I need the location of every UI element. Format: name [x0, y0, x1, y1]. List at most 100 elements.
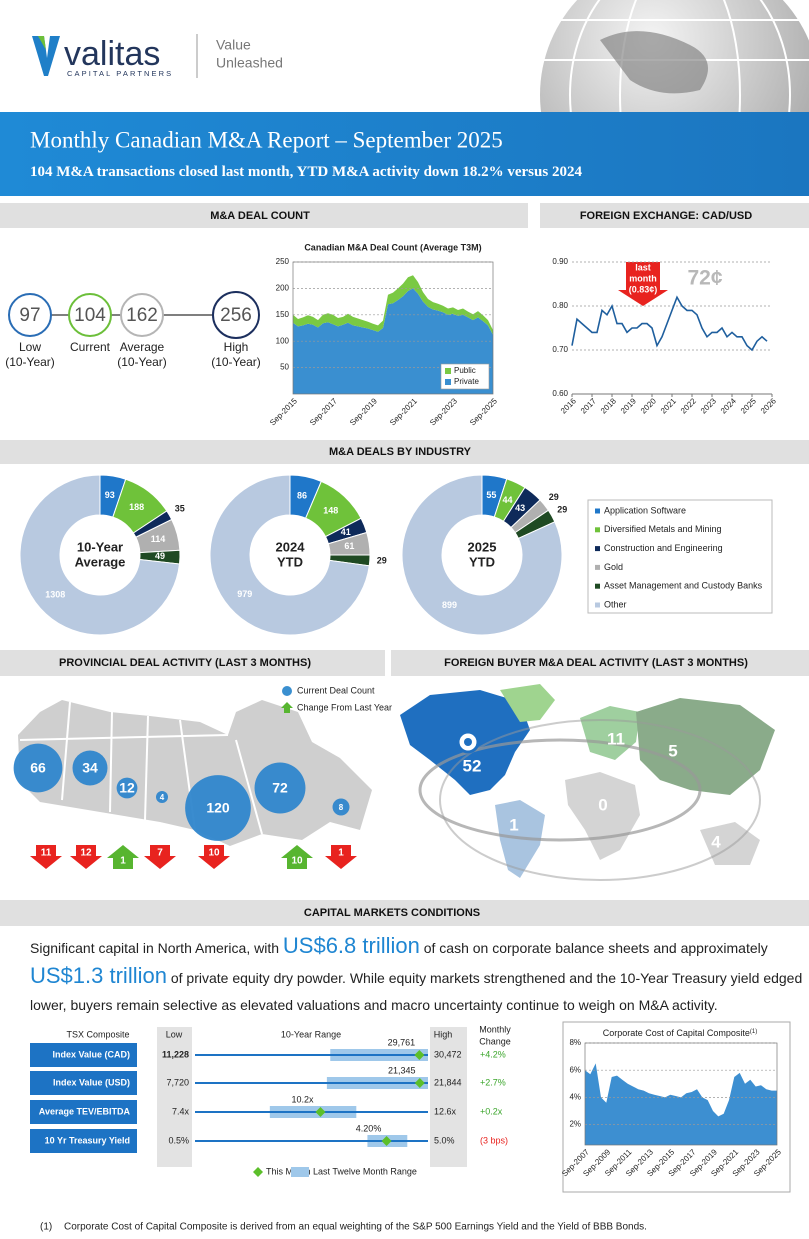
- stat-label: Current: [70, 340, 111, 354]
- legend-swatch: [445, 379, 451, 385]
- x-tick-label: 2020: [639, 396, 658, 415]
- region-count: 11: [607, 729, 625, 748]
- region-count: 0: [598, 795, 607, 814]
- donut-slice: [209, 474, 370, 636]
- legend-box: [587, 499, 773, 614]
- legend-swatch: [595, 546, 600, 552]
- change-label: 1: [338, 848, 344, 859]
- legend-label: Current Deal Count: [297, 685, 375, 695]
- low-value: 7.4x: [172, 1106, 190, 1116]
- current-value: 29,761: [388, 1037, 416, 1047]
- slice-label: 44: [503, 495, 513, 505]
- paragraph-text: Significant capital in North America, wi…: [30, 940, 283, 956]
- donut-center: Average: [75, 554, 126, 569]
- bubble-label: 72: [272, 780, 288, 796]
- deal-bubble: [254, 762, 306, 814]
- current-value: 10.2x: [291, 1094, 314, 1104]
- legend-label: Asset Management and Custody Banks: [604, 581, 763, 591]
- stat-value: 97: [19, 305, 40, 326]
- x-tick-label: Sep-2023: [428, 396, 459, 427]
- banner: [0, 112, 809, 196]
- legend-swatch: [595, 527, 600, 533]
- slice-label: 93: [105, 490, 115, 500]
- row-label-bg: [30, 1129, 137, 1153]
- y-tick-label: 0.80: [552, 301, 568, 310]
- change-value: +2.7%: [480, 1077, 506, 1087]
- x-tick-label: 2022: [679, 396, 698, 415]
- section-heading: M&A DEAL COUNT: [210, 210, 310, 222]
- slice-label: 148: [323, 505, 338, 515]
- slice-label: 899: [442, 600, 457, 610]
- row-label: 10 Yr Treasury Yield: [45, 1135, 130, 1145]
- legend-swatch: [595, 564, 600, 570]
- deal-bubble: [185, 775, 251, 841]
- section-heading: CAPITAL MARKETS CONDITIONS: [304, 907, 480, 919]
- legend-label: Diversified Metals and Mining: [604, 524, 722, 534]
- donut-slice: [19, 474, 181, 636]
- stat-label: High: [224, 340, 249, 354]
- legend-label: Private: [454, 377, 479, 386]
- chart-title-note: (1): [750, 1029, 757, 1035]
- stat-value: 256: [220, 305, 252, 326]
- down-arrow: [70, 845, 102, 869]
- y-tick-label: 8%: [569, 1038, 581, 1047]
- y-tick-label: 0.90: [552, 257, 568, 266]
- heading-bar: [540, 203, 809, 228]
- tagline: Value: [216, 37, 251, 53]
- title: Monthly Canadian M&A Report – September …: [30, 127, 503, 152]
- x-tick-label: 2017: [579, 396, 598, 415]
- slice-label: 979: [237, 589, 252, 599]
- legend-label: Last Twelve Month Range: [313, 1166, 417, 1176]
- table-header: Change: [479, 1036, 511, 1046]
- slice-label: 29: [557, 504, 567, 514]
- down-arrow: [325, 845, 357, 869]
- deal-bubble: [156, 791, 168, 803]
- y-tick-label: 250: [276, 257, 290, 266]
- logo-sub: CAPITAL PARTNERS: [67, 69, 173, 78]
- paragraph-highlight: US$1.3 trillion: [30, 963, 167, 988]
- bubble-label: 12: [119, 780, 135, 796]
- stat-label: (10-Year): [5, 355, 55, 369]
- logo-mark-accent: [38, 36, 46, 50]
- x-tick-label: 2016: [559, 396, 578, 415]
- deal-bubble: [116, 777, 138, 799]
- row-label-bg: [30, 1043, 137, 1067]
- chart-title: Canadian M&A Deal Count (Average T3M): [304, 242, 481, 252]
- current-marker: [414, 1078, 425, 1088]
- deal-bubble: [72, 750, 108, 786]
- legend-label: Gold: [604, 562, 623, 572]
- plot-frame: [584, 1042, 778, 1146]
- slice-label: 114: [151, 534, 166, 544]
- chart-frame: [562, 1021, 791, 1193]
- paragraph-highlight: US$6.8 trillion: [282, 933, 420, 958]
- callout: (0.83¢): [629, 284, 658, 294]
- plot-frame: [292, 261, 494, 395]
- table-header: 10-Year Range: [281, 1029, 341, 1039]
- heading-bar: [0, 650, 385, 676]
- stat-circle: [8, 293, 52, 337]
- donut-center: YTD: [469, 554, 495, 569]
- section-heading: M&A DEALS BY INDUSTRY: [329, 446, 472, 458]
- up-arrow: [281, 845, 313, 869]
- x-tick-label: Sep-2019: [348, 396, 379, 427]
- donut-center: 2024: [276, 539, 306, 554]
- down-arrow: [198, 845, 230, 869]
- legend-label: Construction and Engineering: [604, 543, 723, 553]
- y-tick-label: 0.70: [552, 345, 568, 354]
- x-tick-label: Sep-2017: [308, 396, 339, 427]
- legend-marker: [291, 1167, 309, 1177]
- donut-center: 10-Year: [77, 539, 123, 554]
- area: [585, 1063, 777, 1145]
- slice-label: 86: [297, 491, 307, 501]
- change-value: +4.2%: [480, 1049, 506, 1059]
- y-tick-label: 100: [276, 336, 290, 345]
- column-bg: [157, 1027, 192, 1167]
- x-tick-label: 2026: [759, 396, 778, 415]
- x-tick-label: 2019: [619, 396, 638, 415]
- heading-bar: [391, 650, 809, 676]
- legend-label: Change From Last Year: [297, 702, 392, 712]
- legend-label: Other: [604, 599, 627, 609]
- logo-mark: [32, 36, 60, 76]
- legend-swatch: [595, 583, 600, 589]
